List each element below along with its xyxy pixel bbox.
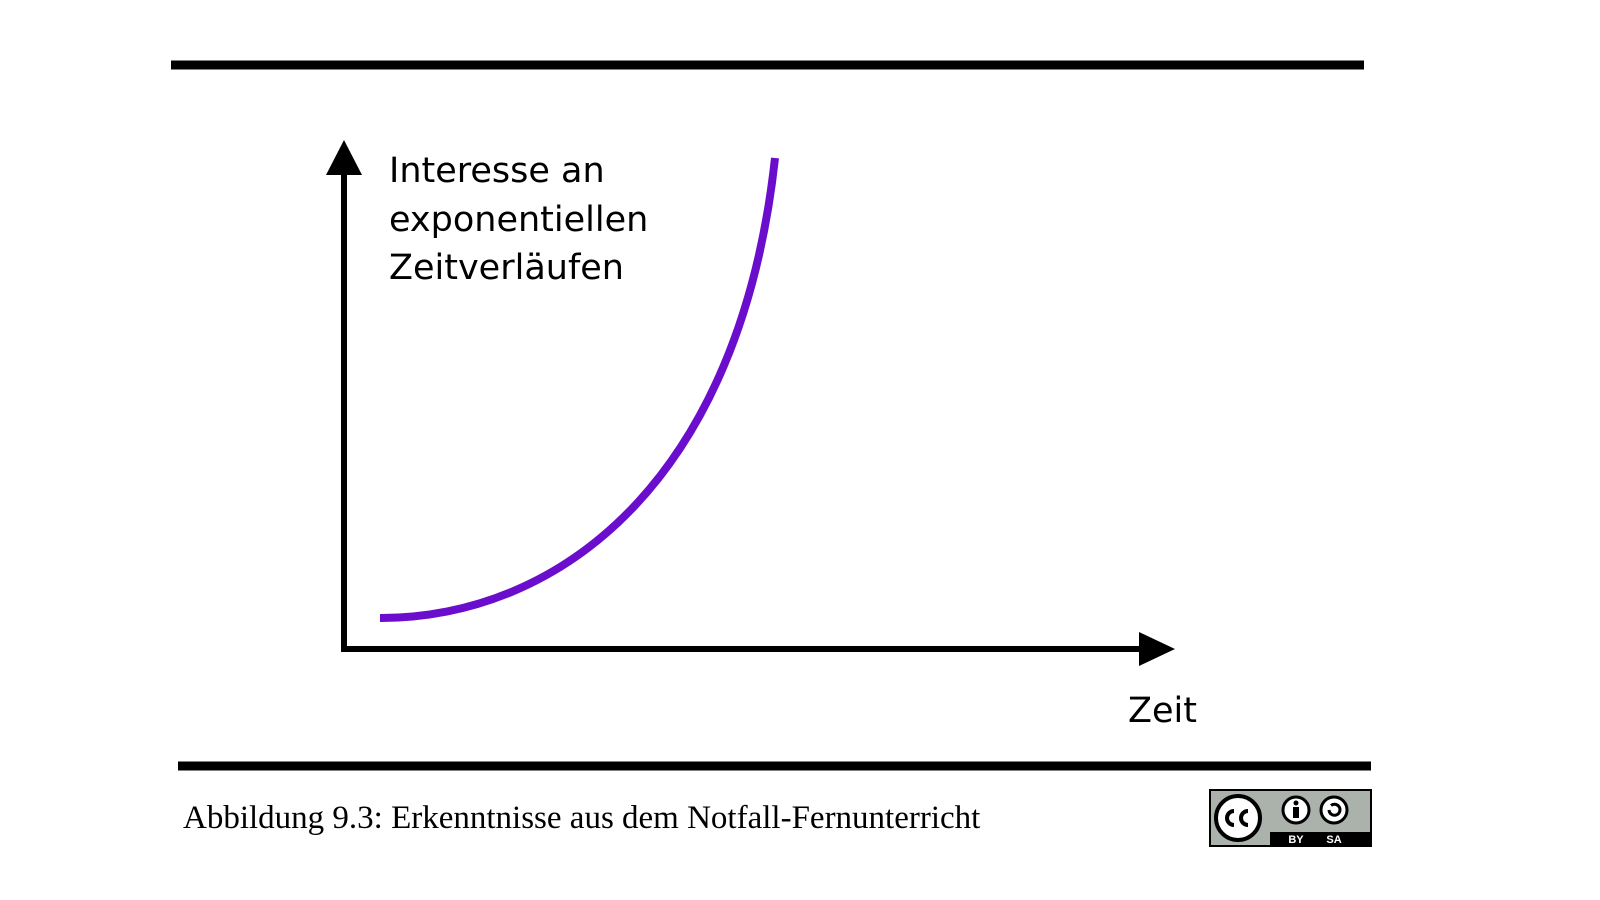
cc-letters <box>1225 809 1249 827</box>
y-label-line: Interesse an <box>389 151 605 191</box>
caption: Abbildung 9.3: Erkenntnisse aus dem Notf… <box>183 800 980 836</box>
by-body <box>1293 807 1299 818</box>
license-badge: BY SA <box>1209 789 1372 847</box>
sa-icon <box>1319 795 1349 825</box>
sa-text: SA <box>1326 834 1341 846</box>
x-axis-arrow <box>1139 632 1175 666</box>
x-label: Zeit <box>1128 691 1197 731</box>
exponential-curve <box>379 157 779 622</box>
badge-strip <box>1270 832 1370 845</box>
cc-icon <box>1214 794 1262 842</box>
y-label-line: Zeitverläufen <box>389 248 624 288</box>
y-label-line: exponentiellen <box>389 200 648 240</box>
by-head <box>1293 800 1299 806</box>
sa-arrow <box>1327 802 1342 817</box>
y-axis-arrow <box>326 140 362 175</box>
by-text: BY <box>1288 834 1304 846</box>
